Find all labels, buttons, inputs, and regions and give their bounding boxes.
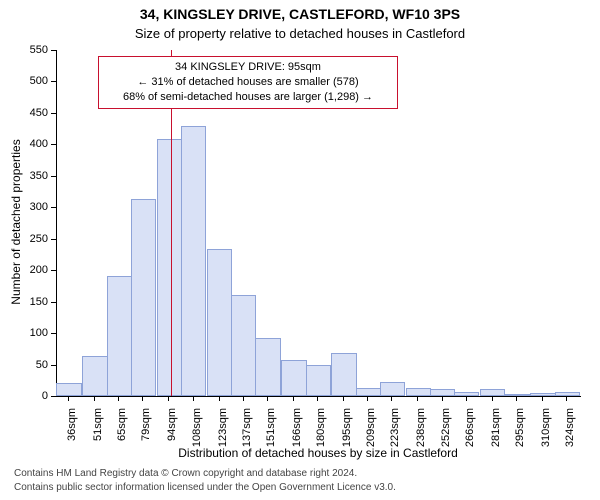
- callout-line-1: 34 KINGSLEY DRIVE: 95sqm: [105, 60, 391, 75]
- y-tick-label: 250: [18, 233, 48, 245]
- y-axis-label: Number of detached properties: [9, 49, 23, 395]
- x-tick: [343, 396, 344, 401]
- x-tick-label: 166sqm: [291, 408, 303, 456]
- x-tick-label: 195sqm: [341, 408, 353, 456]
- x-tick: [566, 396, 567, 401]
- x-tick-label: 151sqm: [265, 408, 277, 456]
- histogram-bar: [207, 249, 232, 396]
- y-tick-label: 550: [18, 44, 48, 56]
- x-tick: [293, 396, 294, 401]
- y-tick-label: 350: [18, 170, 48, 182]
- y-tick: [51, 113, 56, 114]
- y-tick: [51, 144, 56, 145]
- x-tick: [142, 396, 143, 401]
- x-tick-label: 238sqm: [415, 408, 427, 456]
- y-tick-label: 150: [18, 296, 48, 308]
- x-tick: [118, 396, 119, 401]
- y-tick: [51, 81, 56, 82]
- x-tick-label: 252sqm: [440, 408, 452, 456]
- x-tick: [317, 396, 318, 401]
- x-tick: [442, 396, 443, 401]
- y-tick: [51, 333, 56, 334]
- y-tick-label: 450: [18, 107, 48, 119]
- x-tick-label: 65sqm: [116, 408, 128, 456]
- chart-container: { "chart": { "type": "histogram", "title…: [0, 0, 600, 500]
- y-tick-label: 0: [18, 390, 48, 402]
- x-tick-label: 94sqm: [166, 408, 178, 456]
- x-tick: [219, 396, 220, 401]
- y-tick: [51, 270, 56, 271]
- x-tick: [94, 396, 95, 401]
- histogram-bar: [131, 199, 156, 396]
- x-tick-label: 310sqm: [540, 408, 552, 456]
- callout-box: 34 KINGSLEY DRIVE: 95sqm ← 31% of detach…: [98, 56, 398, 109]
- chart-title: 34, KINGSLEY DRIVE, CASTLEFORD, WF10 3PS: [0, 6, 600, 22]
- x-tick-label: 108sqm: [191, 408, 203, 456]
- x-tick: [367, 396, 368, 401]
- y-tick: [51, 50, 56, 51]
- callout-line-2: ← 31% of detached houses are smaller (57…: [105, 75, 391, 90]
- y-tick-label: 100: [18, 327, 48, 339]
- histogram-bar: [331, 353, 356, 396]
- x-tick: [391, 396, 392, 401]
- x-tick: [417, 396, 418, 401]
- y-tick: [51, 239, 56, 240]
- y-tick: [51, 176, 56, 177]
- x-tick-label: 223sqm: [389, 408, 401, 456]
- histogram-bar: [306, 365, 331, 396]
- chart-subtitle: Size of property relative to detached ho…: [0, 26, 600, 41]
- x-tick-label: 180sqm: [315, 408, 327, 456]
- x-tick-label: 266sqm: [464, 408, 476, 456]
- y-tick: [51, 365, 56, 366]
- histogram-bar: [231, 295, 256, 396]
- x-tick-label: 51sqm: [92, 408, 104, 456]
- histogram-bar: [406, 388, 431, 396]
- x-tick: [193, 396, 194, 401]
- footer-line-2: Contains public sector information licen…: [14, 482, 396, 493]
- y-tick: [51, 302, 56, 303]
- x-tick: [542, 396, 543, 401]
- y-tick-label: 50: [18, 359, 48, 371]
- callout-line-3: 68% of semi-detached houses are larger (…: [105, 90, 391, 105]
- histogram-bar: [255, 338, 280, 397]
- y-tick-label: 400: [18, 138, 48, 150]
- x-tick: [243, 396, 244, 401]
- y-tick-label: 200: [18, 264, 48, 276]
- x-tick: [492, 396, 493, 401]
- histogram-bar: [157, 139, 182, 396]
- y-tick-label: 300: [18, 201, 48, 213]
- y-tick-label: 500: [18, 75, 48, 87]
- footer-line-1: Contains HM Land Registry data © Crown c…: [14, 468, 357, 479]
- histogram-bar: [181, 126, 206, 397]
- x-tick-label: 79sqm: [140, 408, 152, 456]
- histogram-bar: [380, 382, 405, 396]
- x-tick: [168, 396, 169, 401]
- x-tick-label: 281sqm: [490, 408, 502, 456]
- x-tick-label: 295sqm: [514, 408, 526, 456]
- x-tick-label: 137sqm: [241, 408, 253, 456]
- histogram-bar: [356, 388, 381, 396]
- histogram-bar: [480, 389, 505, 396]
- x-tick: [466, 396, 467, 401]
- x-tick: [516, 396, 517, 401]
- x-tick: [68, 396, 69, 401]
- histogram-bar: [281, 360, 306, 396]
- x-tick-label: 36sqm: [66, 408, 78, 456]
- histogram-bar: [107, 276, 132, 396]
- y-tick: [51, 207, 56, 208]
- y-tick: [51, 396, 56, 397]
- x-tick: [267, 396, 268, 401]
- x-tick-label: 324sqm: [564, 408, 576, 456]
- histogram-bar: [82, 356, 107, 396]
- x-tick-label: 123sqm: [217, 408, 229, 456]
- histogram-bar: [430, 389, 455, 396]
- histogram-bar: [56, 383, 81, 396]
- x-tick-label: 209sqm: [365, 408, 377, 456]
